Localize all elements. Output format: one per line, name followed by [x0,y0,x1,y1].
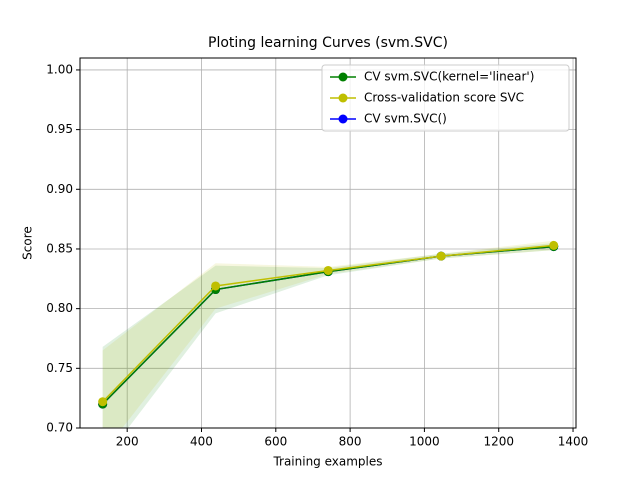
point [211,281,221,291]
x-tick-label: 400 [190,435,213,449]
x-tick-label: 1000 [409,435,440,449]
y-tick-label: 0.95 [46,122,73,136]
y-tick-label: 0.75 [46,361,73,375]
x-tick-label: 600 [264,435,287,449]
legend-label: CV svm.SVC() [364,112,447,126]
legend-marker [338,72,348,82]
x-tick-label: 1200 [483,435,514,449]
legend-marker [338,93,348,103]
legend-marker [338,114,348,124]
y-tick-label: 0.90 [46,182,73,196]
y-tick-label: 0.70 [46,421,73,435]
y-axis-label: Score [21,226,35,260]
y-tick-label: 0.85 [46,241,73,255]
point [98,397,108,407]
legend-box [321,64,570,132]
x-axis-label: Training examples [272,455,382,469]
y-tick-label: 1.00 [46,62,73,76]
point [549,240,559,250]
legend-label: CV svm.SVC(kernel='linear') [364,70,534,84]
legend: CV svm.SVC(kernel='linear') Cross-validat… [321,64,570,132]
legend-label: Cross-validation score SVC [364,91,524,105]
x-tick-label: 800 [339,435,362,449]
chart-title: Ploting learning Curves (svm.SVC) [208,35,448,51]
y-tick-label: 0.80 [46,301,73,315]
x-tick-label: 1400 [558,435,589,449]
point [323,265,333,275]
point [436,251,446,261]
axes-frame [79,57,577,429]
x-tick-label: 200 [116,435,139,449]
